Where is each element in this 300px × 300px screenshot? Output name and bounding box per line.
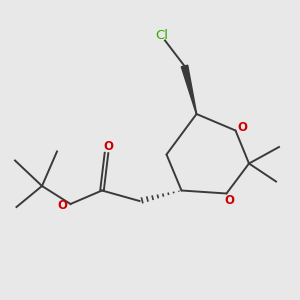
Polygon shape: [181, 65, 197, 114]
Text: Cl: Cl: [155, 28, 169, 42]
Text: O: O: [224, 194, 235, 208]
Text: O: O: [237, 121, 247, 134]
Text: O: O: [57, 199, 67, 212]
Text: O: O: [103, 140, 113, 153]
